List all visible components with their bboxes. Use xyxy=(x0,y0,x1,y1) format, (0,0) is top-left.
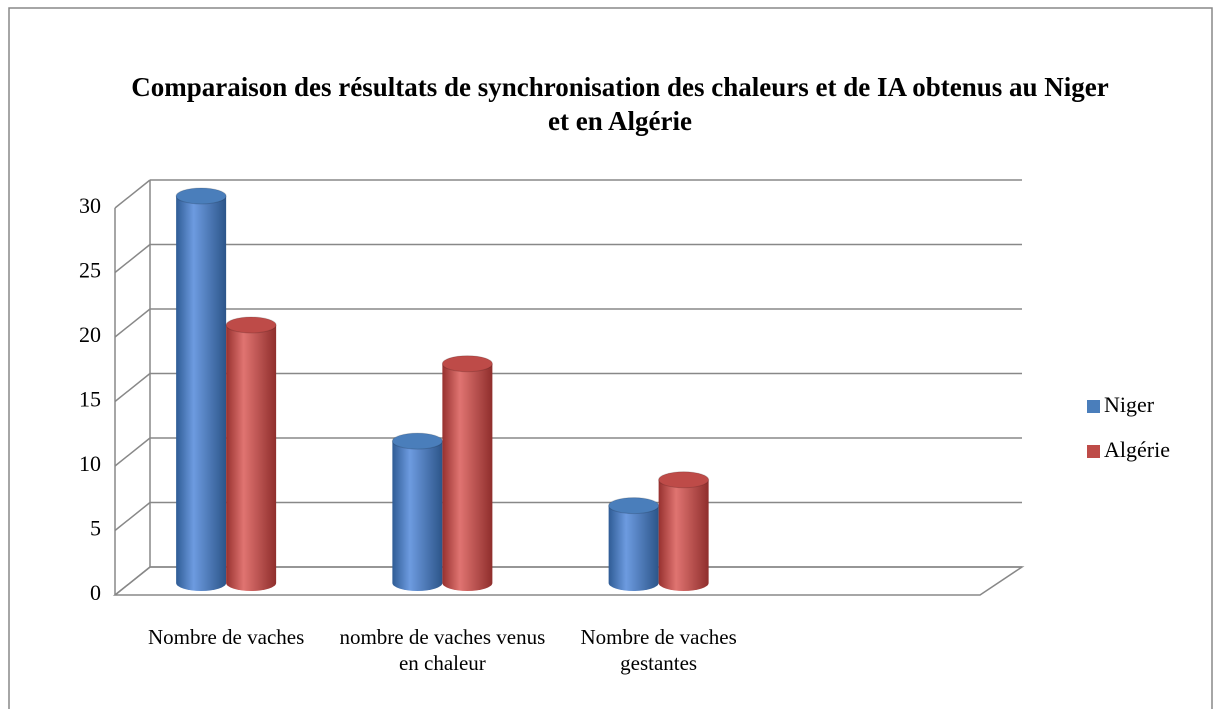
x-tick-label: nombre de vaches venus en chaleur xyxy=(339,625,546,675)
bar xyxy=(392,441,443,591)
y-tick-label: 15 xyxy=(79,387,101,412)
frame-border xyxy=(8,7,1213,709)
grid-side xyxy=(114,566,151,596)
bar-top xyxy=(391,432,443,450)
legend-label: Algérie xyxy=(1104,437,1170,462)
bar-top xyxy=(441,355,493,373)
bar-top xyxy=(225,316,277,334)
y-tick-label: 30 xyxy=(79,193,101,218)
x-tick-label: Nombre de vaches xyxy=(147,625,305,649)
grid-side xyxy=(114,437,151,467)
legend-swatch xyxy=(1087,400,1100,413)
bar xyxy=(226,325,277,591)
x-tick-label: Nombre de vaches gestantes xyxy=(580,625,737,675)
bar-top xyxy=(658,471,710,489)
legend-swatch xyxy=(1087,445,1100,458)
bar-top xyxy=(175,187,227,205)
y-tick-label: 20 xyxy=(79,322,101,347)
grid-side xyxy=(114,243,151,274)
y-tick-label: 5 xyxy=(90,516,101,541)
y-tick-label: 25 xyxy=(79,258,101,283)
bar xyxy=(442,363,493,591)
grid-side xyxy=(114,308,151,338)
bar xyxy=(658,479,709,591)
grid-side xyxy=(114,372,151,403)
bar-top xyxy=(608,497,660,515)
y-tick-label: 10 xyxy=(79,451,101,476)
legend-label: Niger xyxy=(1104,392,1155,417)
grid-side xyxy=(114,501,151,532)
chart-title: Comparaison des résultats de synchronisa… xyxy=(131,72,1109,136)
y-tick-label: 0 xyxy=(90,580,101,605)
grid-side xyxy=(114,179,151,209)
bar xyxy=(176,196,227,591)
bar xyxy=(608,505,659,591)
